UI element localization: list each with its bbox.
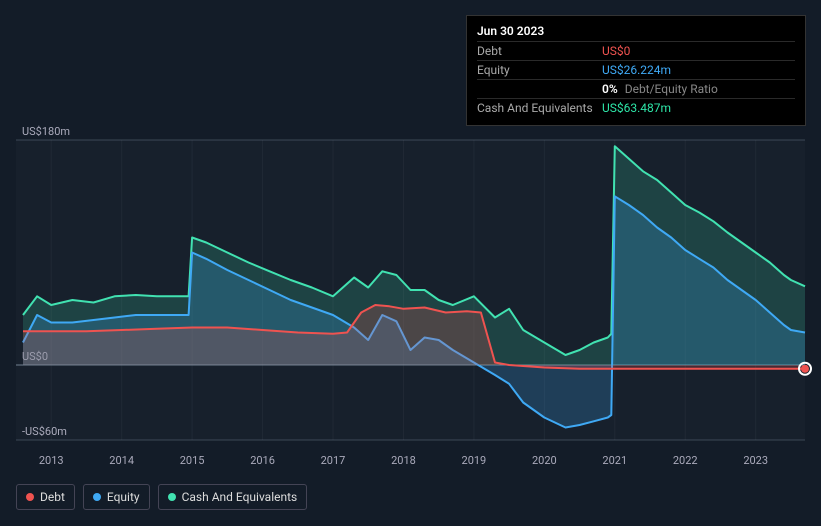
x-tick-label: 2023 (741, 454, 771, 467)
x-tick-label: 2019 (459, 454, 489, 467)
x-tick-label: 2016 (248, 454, 278, 467)
legend-swatch (26, 493, 34, 501)
legend-label: Cash And Equivalents (182, 490, 298, 504)
legend-item-debt[interactable]: Debt (16, 484, 75, 510)
x-tick-label: 2020 (529, 454, 559, 467)
x-tick-label: 2014 (107, 454, 137, 467)
x-tick-label: 2017 (318, 454, 348, 467)
debt-equity-chart[interactable] (0, 0, 821, 470)
legend-swatch (93, 493, 101, 501)
x-tick-label: 2022 (670, 454, 700, 467)
legend-item-equity[interactable]: Equity (83, 484, 150, 510)
x-tick-label: 2015 (177, 454, 207, 467)
chart-container: Jun 30 2023 Debt US$0 Equity US$26.224m … (0, 0, 821, 526)
x-tick-label: 2018 (388, 454, 418, 467)
x-tick-label: 2013 (36, 454, 66, 467)
x-tick-label: 2021 (600, 454, 630, 467)
legend-label: Debt (40, 490, 65, 504)
legend-item-cash[interactable]: Cash And Equivalents (158, 484, 308, 510)
legend-swatch (168, 493, 176, 501)
chart-legend: Debt Equity Cash And Equivalents (16, 484, 307, 510)
legend-label: Equity (107, 490, 140, 504)
